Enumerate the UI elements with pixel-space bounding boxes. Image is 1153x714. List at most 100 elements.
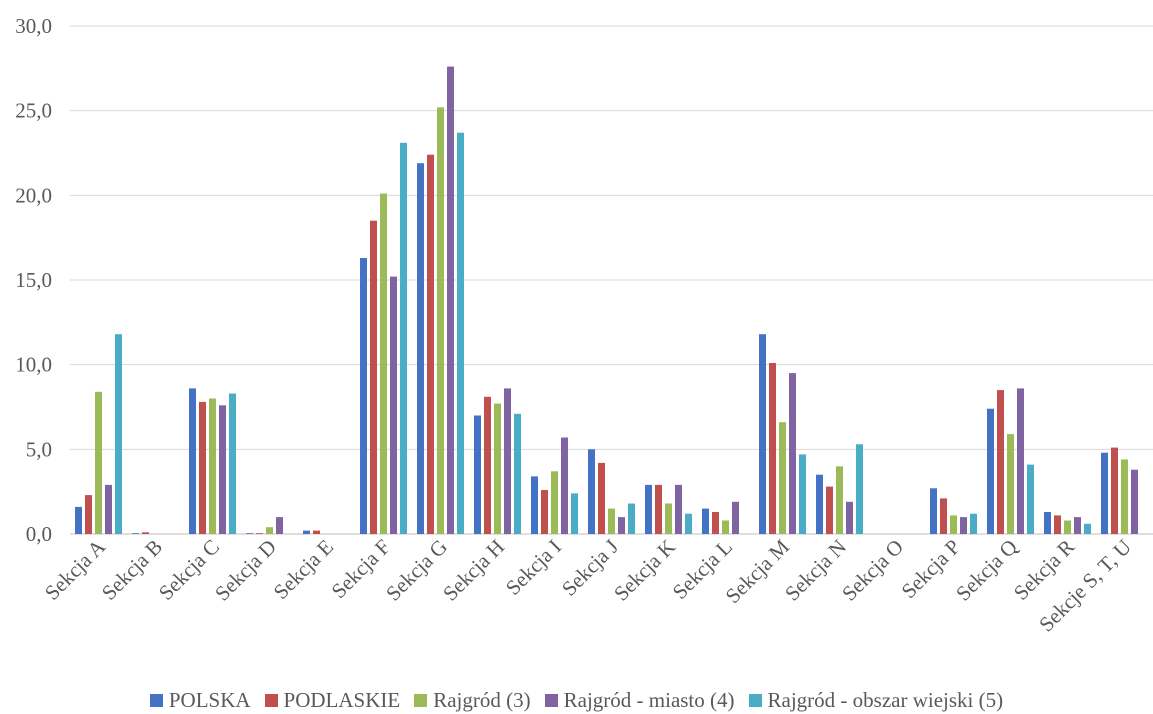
bar bbox=[189, 388, 196, 534]
bar bbox=[132, 533, 139, 534]
bar bbox=[256, 533, 263, 534]
bar bbox=[1007, 434, 1014, 534]
legend-item: POLSKA bbox=[149, 687, 251, 713]
bar bbox=[826, 486, 833, 534]
y-axis-ticks: 0,0 5,0 10,0 15,0 20,0 25,0 30,0 bbox=[15, 14, 52, 546]
y-tick-label: 25,0 bbox=[15, 99, 52, 123]
x-tick-label: Sekcja N bbox=[780, 535, 851, 606]
bar bbox=[769, 363, 776, 534]
legend-swatch bbox=[748, 693, 762, 707]
bar bbox=[313, 530, 320, 534]
bar bbox=[1064, 520, 1071, 534]
gridlines bbox=[70, 25, 1153, 535]
bar bbox=[229, 393, 236, 534]
bar bbox=[655, 484, 662, 534]
bar bbox=[571, 493, 578, 534]
bar bbox=[561, 437, 568, 534]
bar bbox=[702, 508, 709, 534]
bar bbox=[514, 413, 521, 534]
bar bbox=[732, 501, 739, 534]
bar bbox=[665, 503, 672, 534]
legend-swatch bbox=[414, 693, 428, 707]
legend-label: POLSKA bbox=[168, 687, 251, 712]
bar bbox=[199, 401, 206, 534]
legend: POLSKA PODLASKIE Rajgród (3) Rajgród - mias… bbox=[0, 686, 1153, 714]
bar bbox=[645, 484, 652, 534]
bar bbox=[551, 471, 558, 534]
bar bbox=[1017, 388, 1024, 534]
bar bbox=[95, 391, 102, 534]
x-tick-label: Sekcja Q bbox=[951, 535, 1022, 606]
bar bbox=[266, 527, 273, 534]
bar bbox=[474, 415, 481, 534]
bar bbox=[457, 132, 464, 534]
bar bbox=[960, 517, 967, 534]
bar bbox=[400, 142, 407, 535]
bar bbox=[836, 466, 843, 534]
bar bbox=[360, 258, 367, 534]
bar bbox=[608, 508, 615, 534]
legend-item: Rajgród (3) bbox=[414, 688, 531, 713]
legend-swatch bbox=[149, 693, 163, 707]
y-tick-label: 20,0 bbox=[15, 183, 52, 207]
legend-item: Rajgród - miasto (4) bbox=[544, 687, 735, 713]
bars bbox=[75, 66, 1138, 535]
x-tick-label: Sekcja M bbox=[721, 534, 795, 608]
x-tick-label: Sekcja O bbox=[837, 535, 908, 606]
x-tick-label: Sekcja C bbox=[154, 535, 224, 605]
bar bbox=[1027, 464, 1034, 534]
bar bbox=[531, 476, 538, 534]
bar bbox=[427, 154, 434, 534]
bar bbox=[1054, 515, 1061, 534]
bar bbox=[209, 398, 216, 534]
bar bbox=[1101, 452, 1108, 534]
y-tick-label: 30,0 bbox=[15, 14, 52, 38]
x-tick-label: Sekcja G bbox=[381, 535, 452, 606]
bar bbox=[1074, 517, 1081, 534]
bar bbox=[970, 513, 977, 534]
bar bbox=[598, 462, 605, 534]
x-tick-label: Sekcja I bbox=[501, 535, 566, 600]
bar bbox=[417, 163, 424, 534]
bar bbox=[1044, 512, 1051, 534]
x-tick-label: Sekcja B bbox=[97, 535, 167, 605]
bar bbox=[1084, 523, 1091, 534]
x-tick-label: Sekcja H bbox=[438, 535, 509, 606]
bar-chart: 0,0 5,0 10,0 15,0 20,0 25,0 30,0 Sekcja ASekcj… bbox=[15, 14, 1153, 636]
bar bbox=[722, 520, 729, 534]
bar bbox=[504, 388, 511, 534]
bar bbox=[494, 403, 501, 534]
bar bbox=[950, 515, 957, 534]
legend-label: Rajgród - miasto (4) bbox=[563, 687, 735, 712]
bar bbox=[380, 193, 387, 534]
bar bbox=[303, 530, 310, 534]
bar bbox=[712, 512, 719, 534]
bar bbox=[390, 276, 397, 534]
bar bbox=[940, 498, 947, 534]
bar bbox=[779, 422, 786, 534]
bar bbox=[799, 454, 806, 534]
legend-swatch bbox=[544, 693, 558, 707]
bar bbox=[370, 220, 377, 534]
legend-label: PODLASKIE bbox=[283, 687, 401, 712]
bar bbox=[759, 334, 766, 534]
bar bbox=[1111, 447, 1118, 534]
bar bbox=[105, 484, 112, 534]
y-tick-label: 5,0 bbox=[26, 437, 52, 461]
y-tick-label: 0,0 bbox=[26, 522, 52, 546]
bar bbox=[437, 107, 444, 535]
bar bbox=[246, 533, 253, 534]
bar bbox=[987, 408, 994, 534]
bar bbox=[628, 503, 635, 534]
legend-item: Rajgród - obszar wiejski (5) bbox=[748, 687, 1004, 713]
bar bbox=[115, 334, 122, 534]
legend-label: Rajgród - obszar wiejski (5) bbox=[767, 687, 1004, 712]
bar bbox=[685, 513, 692, 534]
bar bbox=[675, 484, 682, 534]
y-tick-label: 15,0 bbox=[15, 268, 52, 292]
bar bbox=[846, 501, 853, 534]
bar bbox=[541, 490, 548, 534]
bar bbox=[219, 405, 226, 534]
